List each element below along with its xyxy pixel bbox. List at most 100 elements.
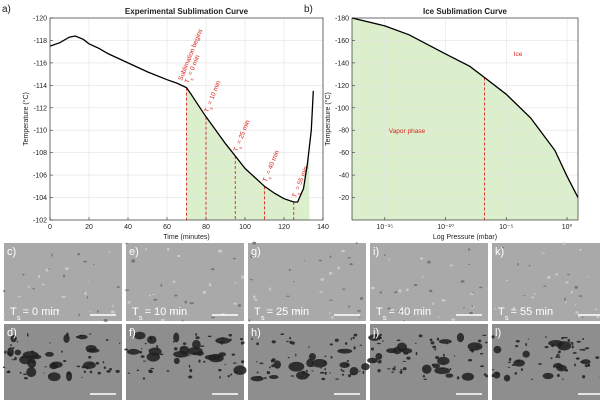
panel-label: b) bbox=[304, 4, 313, 15]
texture-speck bbox=[507, 361, 512, 363]
texture-speck bbox=[210, 268, 215, 271]
texture-speck bbox=[344, 342, 348, 345]
texture-speck bbox=[116, 286, 120, 288]
texture-speck bbox=[256, 342, 259, 346]
texture-speck bbox=[173, 347, 178, 351]
texture-speck bbox=[469, 293, 474, 295]
texture-speck bbox=[233, 302, 237, 305]
texture-speck bbox=[19, 371, 22, 374]
texture-speck bbox=[403, 351, 406, 355]
symbol: T bbox=[184, 78, 192, 84]
texture-speck bbox=[449, 264, 454, 267]
texture-speck bbox=[334, 338, 339, 342]
texture-speck bbox=[367, 357, 378, 364]
texture-speck bbox=[180, 346, 184, 349]
y-tick-label: -120 bbox=[335, 83, 349, 90]
panel-label: d) bbox=[7, 327, 17, 339]
texture-speck bbox=[377, 368, 381, 373]
texture-speck bbox=[337, 266, 340, 270]
texture-speck bbox=[119, 342, 121, 345]
texture-speck bbox=[485, 374, 488, 378]
texture-speck bbox=[290, 375, 295, 377]
texture-speck bbox=[51, 253, 53, 257]
texture-speck bbox=[555, 355, 559, 359]
texture-speck bbox=[392, 367, 396, 370]
texture-speck bbox=[182, 342, 187, 345]
texture-speck bbox=[493, 371, 501, 379]
texture-speck bbox=[341, 373, 345, 376]
texture-speck bbox=[430, 341, 435, 345]
texture-speck bbox=[11, 359, 16, 361]
texture-speck bbox=[352, 336, 355, 340]
texture-speck bbox=[141, 348, 143, 350]
texture-speck bbox=[250, 375, 264, 382]
texture-speck bbox=[306, 358, 314, 368]
subscript: s bbox=[383, 313, 387, 322]
texture-speck bbox=[7, 347, 14, 357]
texture-speck bbox=[550, 357, 553, 360]
texture-speck bbox=[189, 302, 194, 305]
texture-speck bbox=[456, 376, 460, 380]
texture-speck bbox=[287, 356, 290, 359]
texture-speck bbox=[96, 309, 99, 313]
texture-speck bbox=[88, 333, 92, 335]
texture-speck bbox=[396, 339, 401, 342]
texture-speck bbox=[56, 309, 60, 312]
texture-speck bbox=[259, 362, 264, 365]
text: = 10 min bbox=[145, 306, 188, 318]
texture-speck bbox=[337, 348, 353, 354]
texture-speck bbox=[66, 371, 71, 375]
texture-speck bbox=[173, 357, 180, 365]
texture-speck bbox=[144, 342, 147, 345]
texture-speck bbox=[95, 361, 100, 365]
texture-speck bbox=[241, 341, 245, 344]
texture-speck bbox=[353, 333, 358, 337]
y-tick-label: -40 bbox=[339, 173, 349, 180]
texture-speck bbox=[308, 346, 310, 349]
texture-speck bbox=[308, 353, 316, 361]
y-tick-label: -118 bbox=[34, 38, 48, 45]
texture-speck bbox=[520, 368, 523, 372]
texture-speck bbox=[286, 340, 289, 343]
texture-speck bbox=[562, 378, 564, 380]
texture-speck bbox=[511, 364, 516, 366]
texture-speck bbox=[329, 372, 331, 374]
texture-speck bbox=[484, 341, 488, 344]
texture-speck bbox=[574, 285, 578, 289]
texture-speck bbox=[321, 377, 326, 381]
texture-speck bbox=[103, 319, 108, 322]
texture-speck bbox=[508, 357, 512, 362]
panel-label: e) bbox=[129, 246, 139, 258]
texture-speck bbox=[127, 372, 131, 374]
subscript: s bbox=[189, 77, 195, 82]
texture-speck bbox=[578, 295, 583, 297]
texture-speck bbox=[255, 361, 258, 363]
panel-label: c) bbox=[7, 246, 16, 258]
texture-speck bbox=[574, 363, 576, 367]
texture-speck bbox=[147, 335, 157, 344]
texture-speck bbox=[415, 351, 418, 356]
texture-speck bbox=[126, 348, 140, 355]
y-tick-label: -120 bbox=[33, 16, 47, 23]
texture-speck bbox=[512, 306, 515, 311]
texture-speck bbox=[45, 351, 54, 357]
texture-speck bbox=[184, 300, 187, 304]
texture-speck bbox=[256, 371, 259, 374]
y-tick-label: -110 bbox=[34, 128, 48, 135]
texture-speck bbox=[241, 360, 245, 364]
x-tick-label: 120 bbox=[278, 224, 290, 231]
texture-speck bbox=[172, 280, 176, 283]
texture-speck bbox=[195, 336, 200, 340]
texture-speck bbox=[173, 350, 189, 358]
texture-speck bbox=[503, 374, 511, 382]
texture-speck bbox=[468, 263, 471, 266]
texture-speck bbox=[49, 342, 51, 344]
texture-speck bbox=[376, 342, 381, 345]
texture-speck bbox=[581, 359, 591, 365]
texture-speck bbox=[38, 274, 41, 279]
texture-speck bbox=[311, 359, 328, 368]
texture-speck bbox=[266, 371, 271, 375]
texture-speck bbox=[421, 364, 432, 374]
texture-speck bbox=[148, 294, 151, 297]
texture-speck bbox=[63, 334, 70, 343]
